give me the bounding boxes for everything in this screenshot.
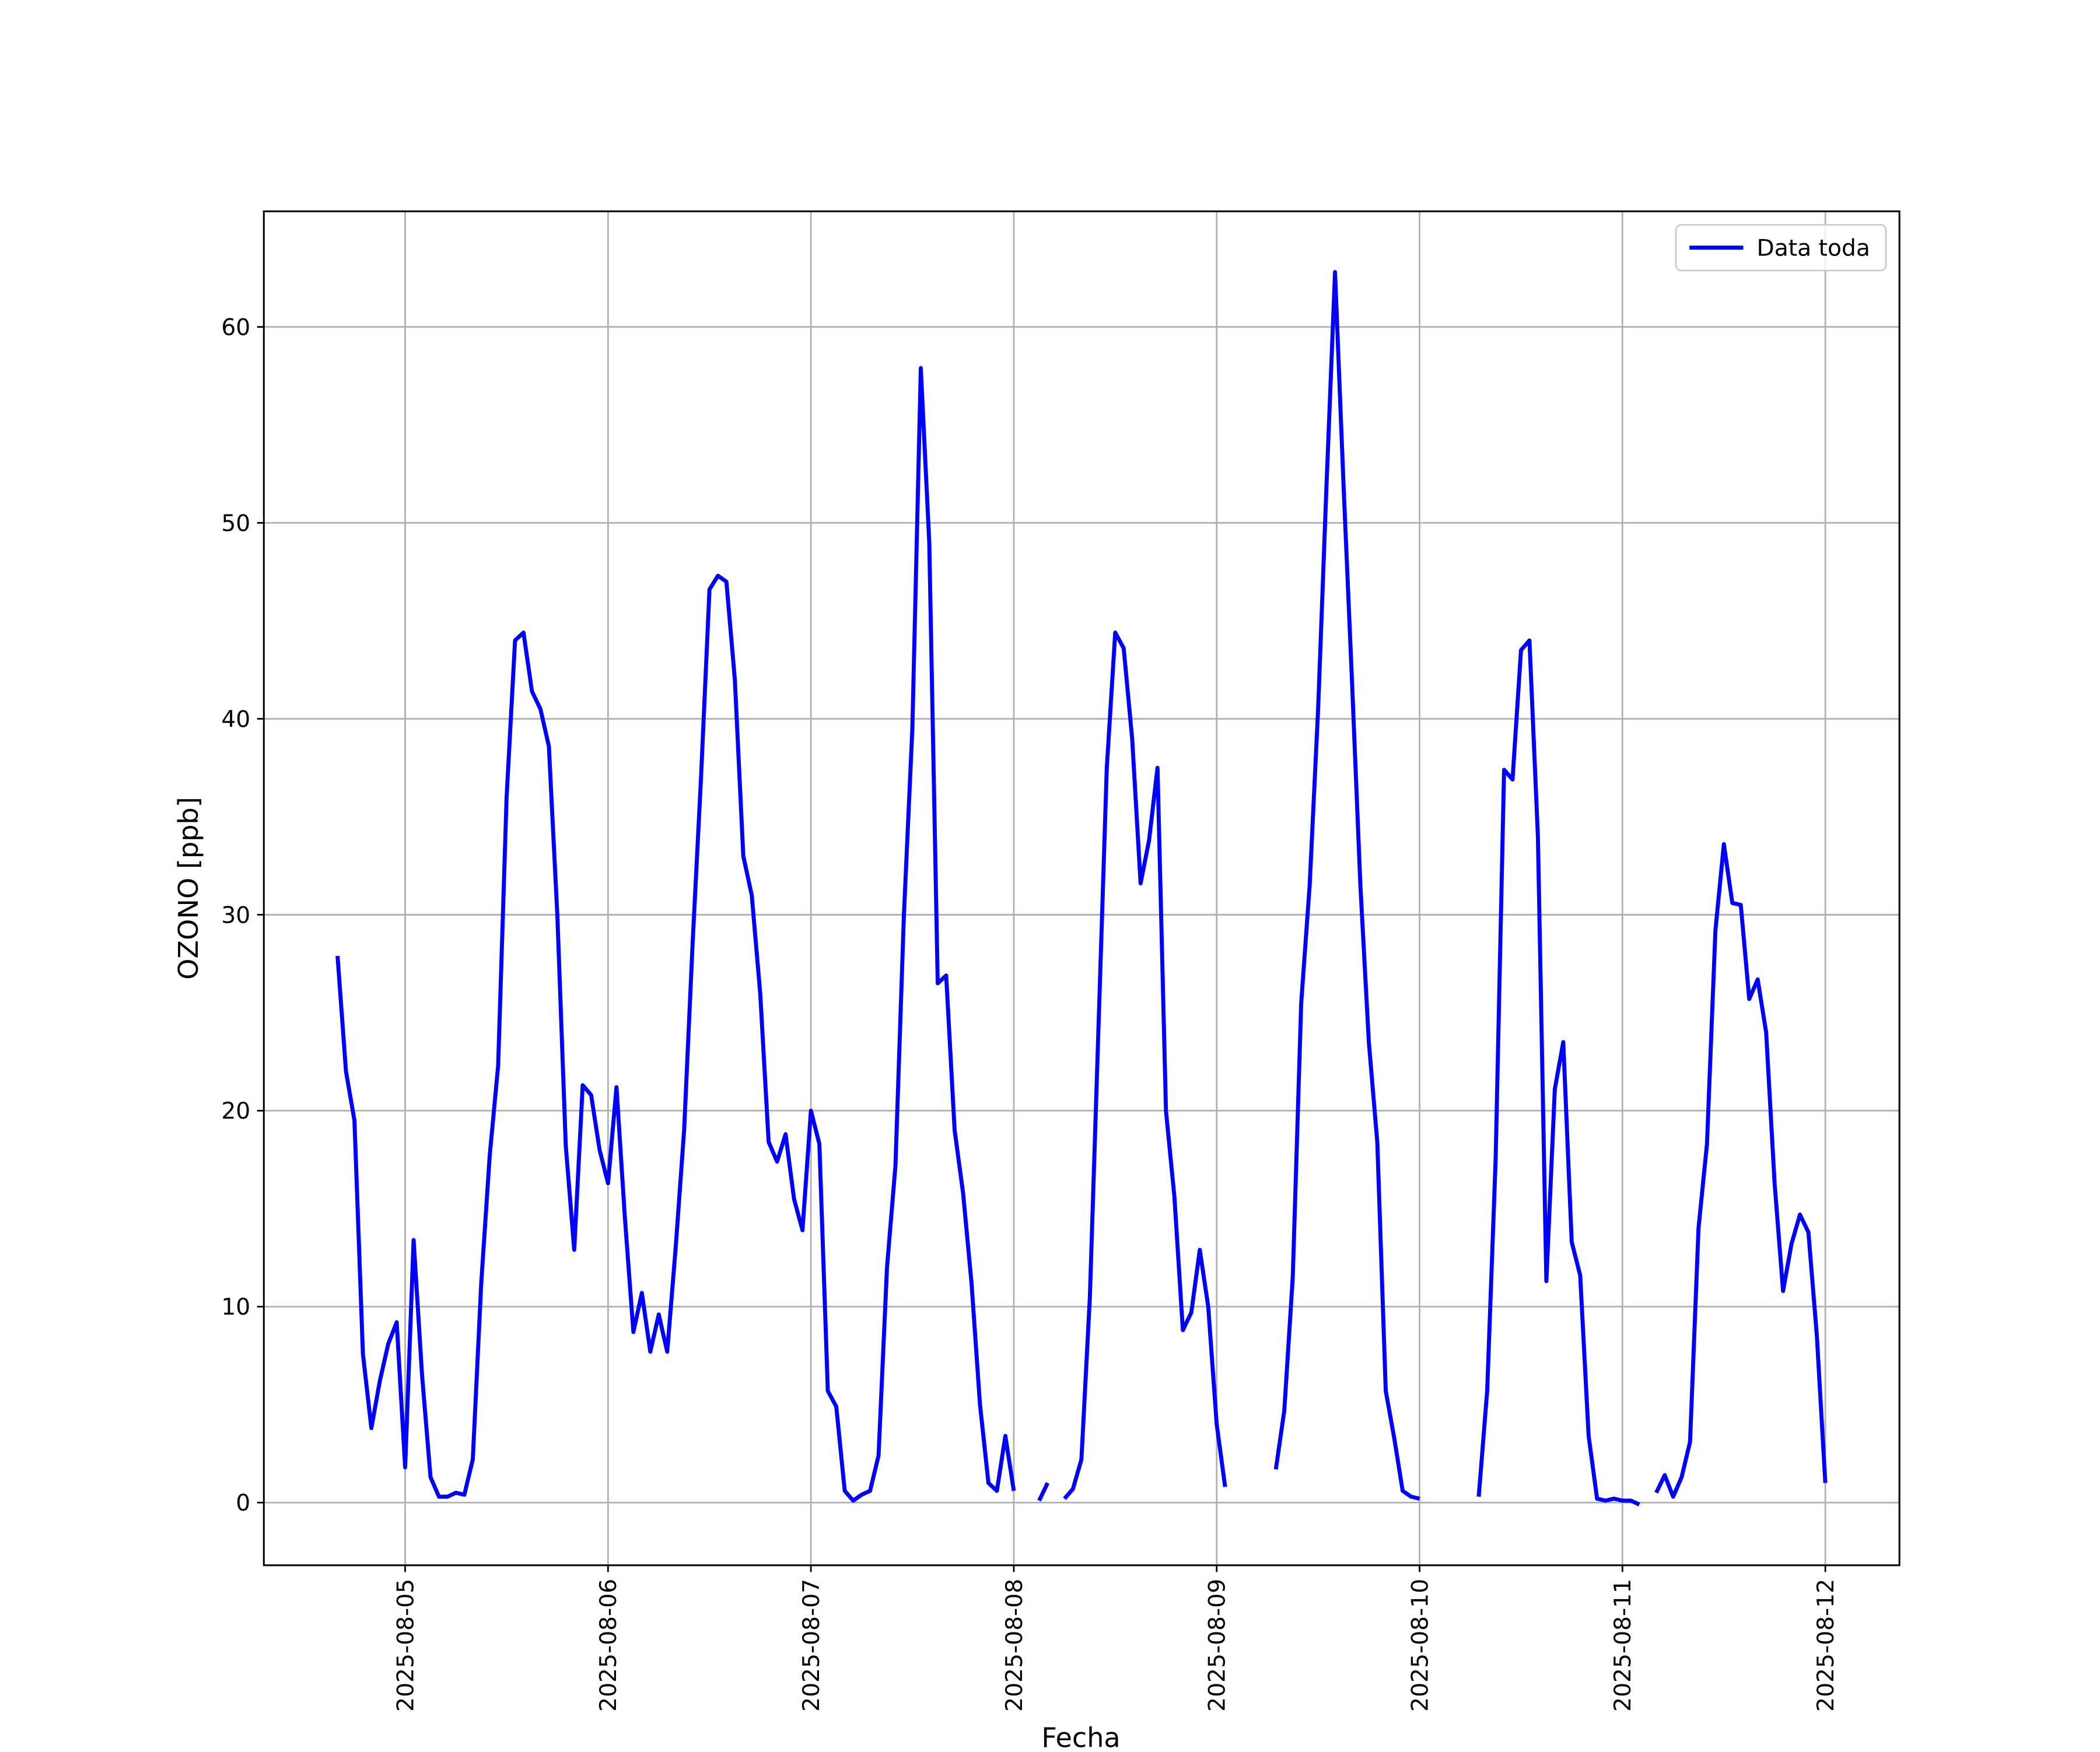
y-tick-label: 50 <box>221 510 250 537</box>
x-tick-label: 2025-08-08 <box>1002 1579 1028 1712</box>
x-tick-label: 2025-08-09 <box>1205 1579 1231 1712</box>
plot-area <box>335 269 1828 1506</box>
x-tick-label: 2025-08-12 <box>1813 1579 1839 1712</box>
y-tick-label: 40 <box>221 706 250 733</box>
x-tick-label: 2025-08-07 <box>799 1579 825 1712</box>
axes-frame <box>262 210 1901 1567</box>
y-tick-label: 60 <box>221 314 250 341</box>
y-axis-label: OZONO [ppb] <box>173 797 204 980</box>
ticks: 0 10 20 30 40 50 60 2025-08-05 2025-08-06 2025-08… <box>221 314 1839 1711</box>
x-tick-label: 2025-08-05 <box>393 1579 419 1712</box>
y-tick-label: 30 <box>221 902 250 928</box>
grid <box>264 211 1900 1565</box>
y-tick-label: 10 <box>221 1294 250 1320</box>
y-tick-label: 20 <box>221 1098 250 1124</box>
legend-box <box>1675 224 1887 272</box>
x-tick-label: 2025-08-11 <box>1610 1579 1636 1712</box>
x-tick-label: 2025-08-10 <box>1407 1579 1433 1712</box>
legend: Data toda <box>1675 224 1887 272</box>
x-axis-label: Fecha <box>1041 1722 1120 1750</box>
y-tick-label: 0 <box>236 1490 250 1516</box>
x-tick-label: 2025-08-06 <box>596 1579 622 1712</box>
data-line <box>335 269 1828 1506</box>
legend-label: Data toda <box>1757 235 1870 261</box>
